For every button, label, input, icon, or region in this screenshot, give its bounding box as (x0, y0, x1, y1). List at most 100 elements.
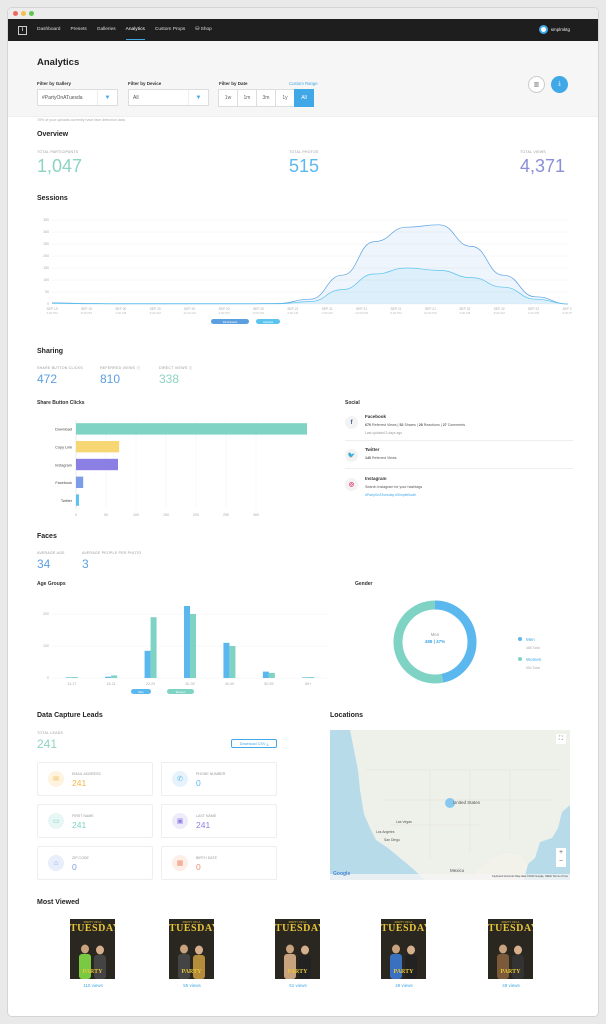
lead-card-birth-date: ▦ Birth Date 0 (161, 846, 277, 880)
username: smplmktg (550, 27, 570, 32)
minimize-dot[interactable] (21, 11, 26, 16)
facebook-updated: Last updated 3 days ago (365, 431, 403, 435)
nav-analytics[interactable]: Analytics (125, 19, 146, 41)
map-land (330, 730, 570, 880)
most-viewed-photo[interactable]: PARTY ON A TUESDAY PARTY (70, 919, 115, 979)
most-viewed-photo[interactable]: PARTY ON A TUESDAY PARTY (381, 919, 426, 979)
share-button-chart: 0 50 100 150 200 250 300 Download Copy Link Insta… (55, 420, 307, 517)
view-count[interactable]: 48 views (502, 983, 520, 988)
nav-shop[interactable]: ⛁ Shop (195, 19, 212, 41)
x-tick-label-time: 11:00 AM (183, 311, 196, 315)
legend-uploads[interactable]: Uploads (256, 319, 280, 324)
device-select[interactable]: All ▼ (128, 89, 209, 106)
direct-label-text: Direct Views (159, 366, 188, 370)
view-count[interactable]: 51 views (289, 983, 307, 988)
date-1m-button[interactable]: 1m (237, 89, 257, 107)
most-viewed-photo[interactable]: PARTY ON A TUESDAY PARTY (275, 919, 320, 979)
share-clicks-value: 472 (37, 372, 58, 386)
category-label: Copy Link (55, 445, 72, 449)
view-count[interactable]: 55 views (183, 983, 201, 988)
filter-device-label: Filter by Device (128, 81, 162, 86)
download-csv-button[interactable]: Download CSV ⤓ (231, 739, 277, 748)
date-all-button[interactable]: All (294, 89, 314, 107)
window-chrome (8, 8, 598, 19)
lead-value: 0 (196, 862, 201, 872)
view-count[interactable]: 49 views (395, 983, 413, 988)
custom-range-link[interactable]: Custom Range (289, 81, 318, 86)
most-viewed-photo[interactable]: PARTY ON A TUESDAY PARTY (488, 919, 533, 979)
x-tick-label: 200 (193, 513, 199, 517)
views-value: 4,371 (520, 156, 566, 176)
legend-participants[interactable]: Participants (211, 319, 249, 324)
gallery-select[interactable]: #PartyOnATuesda ▼ (37, 89, 118, 106)
user-menu[interactable]: smplmktg (538, 25, 570, 34)
slice-women (393, 600, 444, 684)
legend-men[interactable]: Men (131, 689, 151, 694)
zoom-in-button[interactable]: + (558, 849, 564, 856)
views-label: Total Views (520, 150, 546, 154)
date-1w-button[interactable]: 1w (218, 89, 238, 107)
photo-overlay-title: TUESDAY (275, 923, 320, 934)
map-label-las-vegas: Las Vegas (396, 820, 412, 824)
bar-women (268, 672, 275, 678)
x-tick-label-time: 6:00 PM (562, 311, 572, 315)
most-viewed-photo[interactable]: PARTY ON A TUESDAY PARTY (169, 919, 214, 979)
bar-instagram (76, 458, 118, 471)
download-icon[interactable]: ⤓ (551, 76, 568, 93)
x-tick-label: 30-39 (185, 682, 194, 686)
y-tick-label: 200 (43, 254, 49, 258)
instagram-tags[interactable]: #PartyOnATuesday #SimpleBooth (365, 493, 417, 497)
fullscreen-icon[interactable]: ⛶ (558, 736, 564, 742)
photo-overlay-top: PARTY ON A (288, 920, 307, 924)
x-tick-label: 60+ (305, 682, 311, 686)
instagram-icon: ◎ (345, 478, 358, 491)
legend-women[interactable]: Women (167, 689, 194, 694)
gender-title: Gender (355, 581, 373, 587)
lead-card-email: ✉ Email Address 241 (37, 762, 153, 796)
x-tick-label-time: 2:00 AM (287, 311, 299, 315)
photo-people (178, 944, 205, 979)
x-tick-label-time: 9:00 PM (253, 311, 265, 315)
avatar (538, 25, 548, 34)
date-1y-button[interactable]: 1y (275, 89, 295, 107)
x-tick-label-time: 12:00 PM (355, 311, 368, 315)
nav-custom-props[interactable]: Custom Props (154, 27, 186, 32)
map-attribution[interactable]: Keyboard shortcuts Map data ©2023 Google… (492, 875, 568, 878)
top-nav: i Dashboard Presets Galleries Analytics … (8, 19, 598, 41)
nav-shop-label: Shop (200, 27, 212, 32)
page-title: Analytics (37, 57, 80, 68)
info-icon[interactable]: ⓘ (136, 366, 141, 370)
gender-donut-chart (393, 600, 477, 684)
x-tick-label: SEP 22 (494, 307, 505, 311)
x-tick-label: 250 (223, 513, 229, 517)
info-icon[interactable]: ⓘ (188, 366, 193, 370)
chevron-down-icon: ▼ (188, 90, 208, 105)
x-tick-label-time: 7:00 AM (322, 311, 334, 315)
lead-label: Birth Date (196, 856, 218, 860)
x-tick-label: 13-17 (67, 682, 76, 686)
nav-presets[interactable]: Presets (70, 27, 87, 32)
logo-icon[interactable]: i (18, 25, 27, 35)
age-groups-title: Age Groups (37, 581, 66, 587)
y-tick-label: 100 (43, 644, 49, 648)
x-tick-label: SEP 20 (253, 307, 264, 311)
book-icon[interactable]: ▥ (528, 76, 545, 93)
total-leads-label: Total Leads (37, 731, 64, 735)
maximize-dot[interactable] (29, 11, 34, 16)
nav-galleries[interactable]: Galleries (96, 27, 116, 32)
nav-dashboard[interactable]: Dashboard (37, 27, 61, 32)
locations-map[interactable]: United States Las Vegas Los Angeles San … (330, 730, 570, 880)
x-tick-label: SEP 19 (81, 307, 92, 311)
date-3m-button[interactable]: 3m (256, 89, 276, 107)
y-tick-label: 200 (43, 612, 49, 616)
slice-men (434, 600, 477, 683)
zoom-out-button[interactable]: − (558, 858, 564, 865)
instagram-line: Search Instagram for your hashtags (365, 485, 423, 489)
divider (345, 468, 573, 469)
share-clicks-label: Share Button Clicks (37, 366, 83, 370)
photos-label: Total Photos (289, 150, 319, 154)
close-dot[interactable] (13, 11, 18, 16)
view-count[interactable]: 110 views (83, 983, 103, 988)
lead-card-phone: ✆ Phone Number 0 (161, 762, 277, 796)
